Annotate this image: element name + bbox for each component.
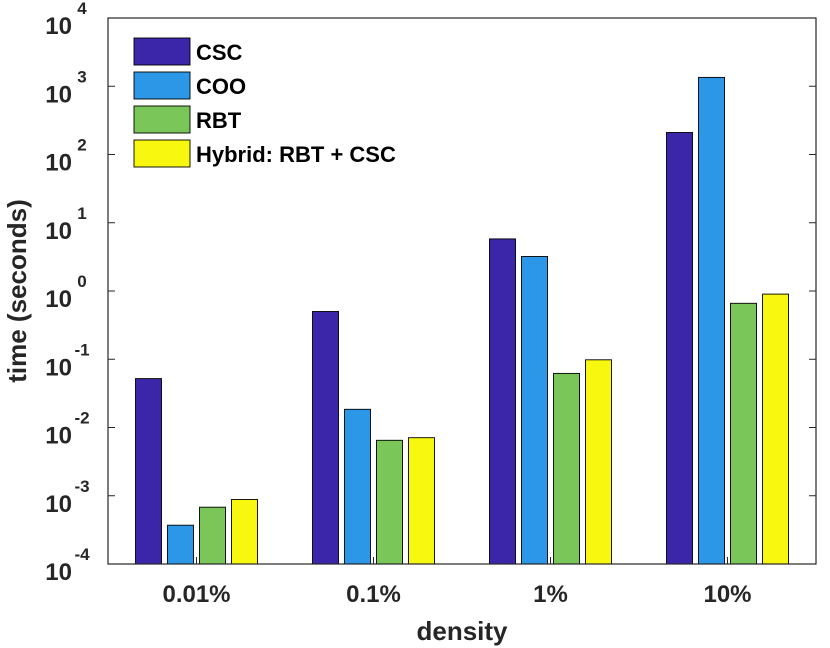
bar-coo-0 (167, 524, 194, 565)
y-tick-label-exponent: -2 (74, 409, 89, 428)
legend-label: Hybrid: RBT + CSC (196, 142, 396, 167)
legend-swatch (133, 139, 191, 168)
y-tick-label-exponent: -4 (74, 545, 90, 564)
y-tick-label-exponent: 4 (77, 0, 87, 18)
y-tick-label-base: 10 (45, 218, 72, 245)
bar-rbt-1 (376, 439, 403, 565)
bar-hybrid-rbt-csc-3 (762, 293, 789, 565)
legend-label: COO (196, 74, 246, 99)
x-axis-label: density (416, 616, 508, 646)
y-axis-label: time (seconds) (2, 199, 32, 383)
y-tick-label-exponent: 1 (77, 204, 86, 223)
bar-csc-1 (312, 311, 339, 565)
bar-hybrid-rbt-csc-1 (408, 437, 435, 565)
x-tick-label: 1% (533, 581, 568, 608)
bar-coo-1 (344, 408, 371, 565)
bar-csc-3 (666, 132, 693, 565)
bar-csc-0 (135, 378, 162, 565)
bar-rbt-2 (553, 372, 580, 565)
bar-hybrid-rbt-csc-0 (231, 499, 258, 565)
y-tick-label-exponent: 3 (77, 67, 86, 86)
legend: CSC COO RBT Hybrid: RBT + CSC (133, 37, 396, 168)
y-tick-label-exponent: -1 (74, 340, 89, 359)
x-tick-label: 0.01% (162, 581, 230, 608)
y-tick-label-base: 10 (45, 150, 72, 177)
y-tick-label-exponent: 0 (77, 272, 86, 291)
bar-rbt-0 (199, 506, 226, 565)
bar-coo-3 (698, 76, 725, 565)
y-tick-label-base: 10 (45, 423, 72, 450)
x-axis-ticks: 0.01% 0.1% 1% 10% (162, 557, 752, 608)
legend-swatch (133, 37, 191, 66)
bar-csc-2 (489, 238, 516, 565)
x-tick-label: 10% (703, 581, 751, 608)
bars-group (135, 76, 789, 565)
y-tick-label-base: 10 (45, 81, 72, 108)
bar-hybrid-rbt-csc-2 (585, 359, 612, 565)
legend-label: RBT (196, 108, 242, 133)
bar-coo-2 (521, 256, 548, 565)
legend-swatch (133, 105, 191, 134)
y-tick-label-base: 10 (45, 354, 72, 381)
x-tick-label: 0.1% (346, 581, 401, 608)
y-tick-label-exponent: -3 (74, 477, 89, 496)
legend-swatch (133, 71, 191, 100)
y-tick-label-exponent: 2 (77, 136, 86, 155)
bar-rbt-3 (730, 302, 757, 565)
y-tick-label-base: 10 (45, 13, 72, 40)
y-tick-label-base: 10 (45, 286, 72, 313)
legend-label: CSC (196, 40, 243, 65)
y-tick-label-base: 10 (45, 491, 72, 518)
y-tick-label-base: 10 (45, 559, 72, 586)
